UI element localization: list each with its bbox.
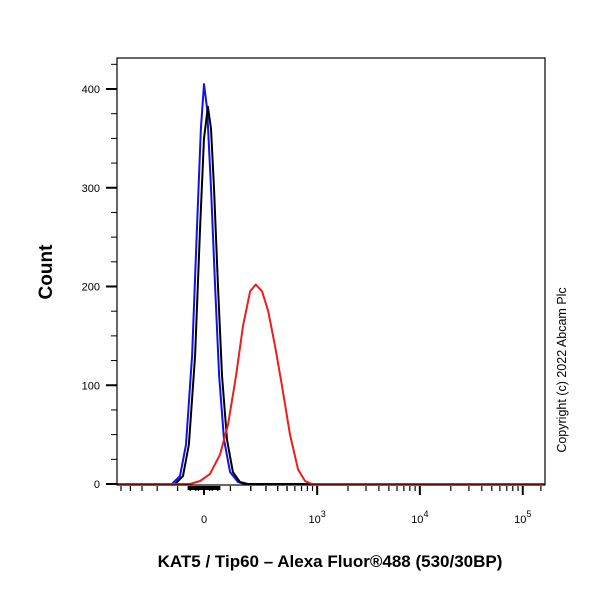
x-tick-label: 0	[201, 514, 207, 526]
y-axis: 0 100 200 300 400	[82, 63, 117, 491]
x-zero-region-marker	[187, 486, 221, 490]
y-axis-label: Count	[36, 244, 57, 300]
y-tick-label: 100	[82, 380, 100, 392]
plot-frame	[116, 57, 546, 486]
x-tick-label: 105	[514, 509, 531, 526]
x-tick-label: 103	[309, 509, 326, 526]
y-tick-label: 0	[94, 479, 100, 491]
copyright-annotation: Copyright (c) 2022 Abcam Plc	[555, 287, 569, 452]
histogram-series-0	[117, 83, 546, 485]
y-tick-label: 400	[82, 84, 100, 96]
x-tick-label: 104	[411, 509, 428, 526]
series-group	[117, 83, 546, 485]
histogram-series-1	[117, 105, 546, 485]
x-axis: 0 103 104 105	[120, 486, 542, 526]
y-tick-label: 200	[82, 282, 100, 294]
histogram-series-2	[117, 283, 546, 485]
x-axis-label: KAT5 / Tip60 – Alexa Fluor®488 (530/30BP…	[158, 552, 503, 571]
y-tick-label: 300	[82, 183, 100, 195]
